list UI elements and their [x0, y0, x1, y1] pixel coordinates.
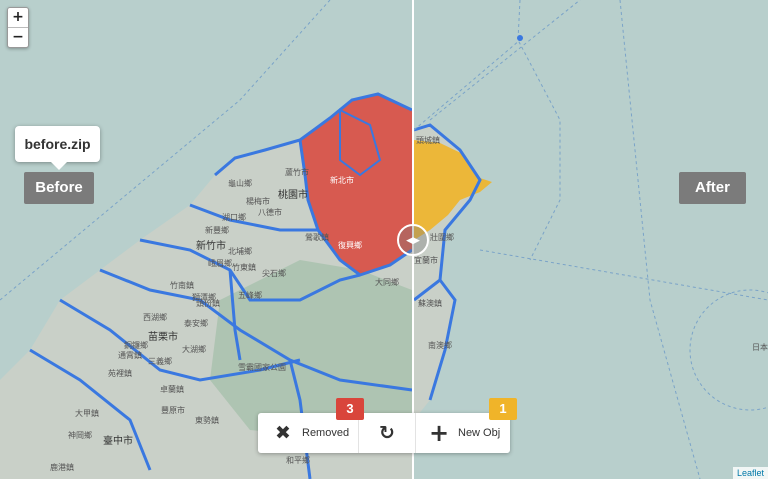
zoom-in-button[interactable]: + — [12, 9, 24, 25]
admin-boundaries — [29, 92, 482, 479]
added-region — [414, 140, 492, 240]
place-label: 五峰鄉 — [238, 291, 262, 300]
place-label: 通霄鎮 — [118, 351, 142, 360]
place-label: 新北市 — [330, 176, 354, 185]
place-label: 復興鄉 — [338, 241, 362, 250]
place-label: 蘇澳鎮 — [418, 299, 442, 308]
place-label: 西湖鄉 — [143, 313, 167, 322]
place-label: 鹿港鎮 — [50, 463, 74, 472]
place-label: 苑裡鎮 — [108, 369, 132, 378]
removed-region — [300, 94, 412, 275]
place-label: 卓蘭鎮 — [160, 385, 184, 394]
filename-tooltip: before.zip — [15, 126, 100, 170]
place-label: 東勢鎮 — [195, 416, 219, 425]
place-label: 三義鄉 — [148, 357, 172, 366]
close-icon: ✖ — [275, 422, 291, 444]
place-label: 鶯歌鎮 — [305, 233, 329, 242]
place-label: 北埔鄉 — [228, 247, 252, 256]
new-count-badge: 1 — [489, 398, 517, 420]
place-label: 南澳鄉 — [428, 341, 452, 350]
place-label: 竹東鎮 — [232, 263, 256, 272]
place-label: 峨眉鄉 — [208, 259, 232, 268]
new-obj-button[interactable]: + New Obj — [415, 413, 510, 453]
zoom-out-button[interactable]: − — [8, 27, 28, 47]
plus-icon: + — [429, 419, 450, 447]
island-marker — [517, 35, 523, 41]
place-label: 銅鑼鄉 — [124, 341, 148, 350]
refresh-button[interactable]: ↻ — [358, 413, 416, 453]
place-label: 獅潭鄉 — [192, 293, 216, 302]
place-label: 豐原市 — [161, 406, 185, 415]
place-label: 桃園市 — [278, 190, 308, 201]
place-label: 頭份鎮 — [196, 299, 220, 308]
place-label: 苗栗市 — [148, 332, 178, 343]
place-label: 日本 — [752, 343, 768, 352]
refresh-icon: ↻ — [379, 422, 395, 444]
place-label: 壯圍鄉 — [430, 233, 454, 242]
place-label: 大同鄉 — [375, 278, 399, 287]
place-label: 大湖鄉 — [182, 345, 206, 354]
place-label: 楊梅市 — [246, 197, 270, 206]
chevron-left-right-icon: ◀▶ — [406, 235, 420, 245]
place-label: 新竹市 — [196, 241, 226, 252]
new-obj-label: New Obj — [458, 427, 501, 439]
place-label: 雪霸國家公園 — [238, 363, 286, 372]
place-label: 尖石鄉 — [262, 269, 286, 278]
removed-label: Removed — [302, 427, 350, 439]
ocean-boundary — [689, 289, 768, 411]
removed-count-badge: 3 — [336, 398, 364, 420]
place-label: 和平鄉 — [286, 456, 310, 465]
place-label: 大甲鎮 — [75, 409, 99, 418]
removed-button[interactable]: ✖ Removed — [258, 413, 358, 453]
place-label: 蘆竹市 — [285, 168, 309, 177]
place-label: 八德市 — [258, 208, 282, 217]
place-label: 龜山鄉 — [228, 179, 252, 188]
place-label: 新豐鄉 — [205, 226, 229, 235]
slider-handle[interactable]: ◀▶ — [397, 224, 429, 256]
place-label: 宜蘭市 — [414, 256, 438, 265]
mountain-area — [210, 260, 412, 440]
place-label: 竹南鎮 — [170, 281, 194, 290]
place-label: 頭城鎮 — [416, 136, 440, 145]
after-label: After — [679, 172, 746, 204]
place-label: 神岡鄉 — [68, 431, 92, 440]
place-label: 臺中市 — [103, 436, 133, 447]
zoom-control: + − — [7, 7, 29, 48]
before-label: Before — [24, 172, 94, 204]
attribution-link[interactable]: Leaflet — [732, 467, 768, 479]
place-label: 泰安鄉 — [184, 319, 208, 328]
place-label: 湖口鄉 — [222, 213, 246, 222]
diff-toolbar: ✖ Removed ↻ + New Obj — [258, 413, 510, 453]
